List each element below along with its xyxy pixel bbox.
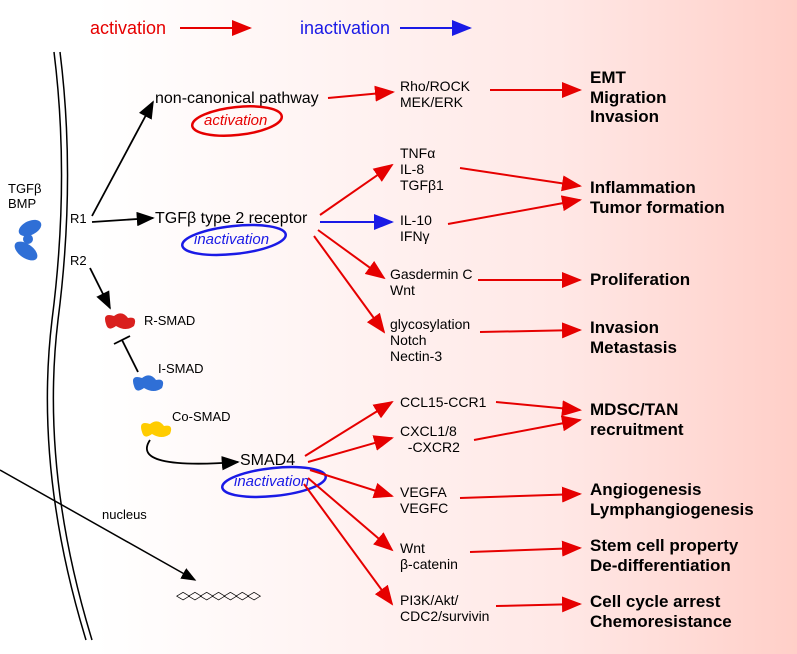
node-smad4: SMAD4 (240, 452, 295, 470)
receptor-r1: R1 (70, 212, 87, 227)
mediator-tgfbr2-c: Gasdermin C Wnt (390, 266, 472, 298)
ligand-icon (12, 218, 46, 268)
i-smad-icon (128, 372, 168, 394)
mediator-smad4-b: CXCL1/8 -CXCR2 (400, 423, 460, 455)
outcome-tgfbr2-d: Invasion Metastasis (590, 318, 677, 357)
outcome-tgfbr2-ab: Inflammation Tumor formation (590, 178, 725, 217)
mediator-tgfbr2-d: glycosylation Notch Nectin-3 (390, 316, 470, 364)
mediator-tgfbr2-b: IL-10 IFNγ (400, 212, 432, 244)
mediator-tgfbr2-a: TNFα IL-8 TGFβ1 (400, 145, 444, 193)
r-smad-icon (100, 310, 140, 332)
legend-inactivation-label: inactivation (300, 18, 390, 39)
outcome-noncanonical: EMT Migration Invasion (590, 68, 667, 127)
mediator-smad4-a: CCL15-CCR1 (400, 394, 486, 410)
co-smad-label: Co-SMAD (172, 410, 231, 425)
co-smad-icon (136, 418, 176, 440)
legend-activation-label: activation (90, 18, 166, 39)
node-noncanonical: non-canonical pathway (155, 90, 319, 108)
receptor-r2: R2 (70, 254, 87, 269)
mediator-smad4-e: PI3K/Akt/ CDC2/survivin (400, 592, 489, 624)
outcome-smad4-c: Angiogenesis Lymphangiogenesis (590, 480, 754, 519)
mediator-noncanonical: Rho/ROCK MEK/ERK (400, 78, 470, 110)
outcome-smad4-d: Stem cell property De-differentiation (590, 536, 738, 575)
mediator-smad4-d: Wnt β-catenin (400, 540, 458, 572)
badge-activation: activation (204, 112, 267, 129)
outcome-smad4-ab: MDSC/TAN recruitment (590, 400, 684, 439)
outcome-tgfbr2-c: Proliferation (590, 270, 690, 290)
outcome-smad4-e: Cell cycle arrest Chemoresistance (590, 592, 732, 631)
dna-icon: ◇◇◇◇◇◇◇ (176, 589, 259, 602)
node-tgfbr2: TGFβ type 2 receptor (155, 210, 307, 228)
badge-inactivation-tgfbr2: inactivation (194, 231, 269, 248)
badge-inactivation-smad4: inactivation (234, 473, 309, 490)
r-smad-label: R-SMAD (144, 314, 195, 329)
mediator-smad4-c: VEGFA VEGFC (400, 484, 448, 516)
ligand-label: TGFβ BMP (8, 182, 41, 212)
nucleus-label: nucleus (102, 508, 147, 523)
